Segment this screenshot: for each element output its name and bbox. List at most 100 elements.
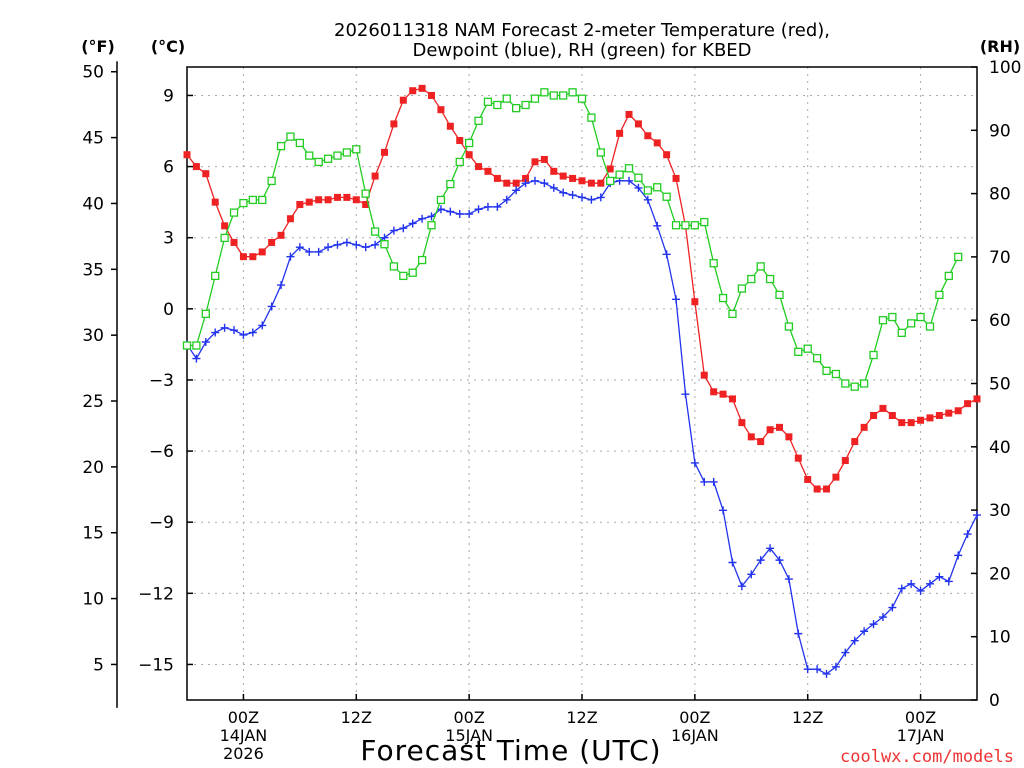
- data-point: [389, 226, 398, 235]
- rh-tick-label: 40: [989, 438, 1011, 458]
- data-point: [456, 136, 464, 144]
- data-point: [925, 322, 935, 331]
- data-point: [643, 186, 652, 195]
- data-point: [183, 151, 191, 159]
- data-point: [672, 295, 681, 304]
- data-point: [521, 100, 530, 110]
- rh-tick-label: 10: [989, 628, 1011, 648]
- data-point: [738, 419, 746, 427]
- data-point: [596, 148, 605, 157]
- data-point: [634, 183, 643, 192]
- data-point: [474, 116, 483, 125]
- data-point: [672, 174, 680, 182]
- data-point: [540, 88, 549, 97]
- data-point: [493, 100, 502, 110]
- data-point: [381, 148, 388, 156]
- data-point: [691, 298, 699, 306]
- data-point: [502, 94, 511, 103]
- fahrenheit-tick-label: 50: [82, 63, 104, 83]
- time-tick-label: 00Z: [453, 708, 484, 727]
- data-point: [850, 382, 859, 391]
- series-line: [187, 91, 959, 388]
- time-tick-date: 15JAN: [445, 726, 493, 745]
- data-point: [794, 454, 802, 462]
- data-point: [775, 556, 784, 565]
- data-point: [944, 271, 953, 281]
- data-point: [578, 193, 586, 202]
- data-point: [643, 195, 652, 204]
- data-point: [935, 412, 943, 420]
- data-point: [230, 326, 239, 335]
- fahrenheit-tick-label: 15: [82, 524, 104, 544]
- data-point: [286, 215, 294, 223]
- series-dewpoint: [183, 176, 981, 678]
- data-point: [916, 312, 925, 322]
- data-point: [709, 477, 718, 486]
- data-point: [700, 477, 709, 486]
- data-point: [455, 209, 464, 218]
- data-point: [428, 91, 436, 99]
- data-point: [597, 179, 605, 187]
- data-point: [221, 222, 229, 230]
- data-point: [803, 665, 812, 674]
- celsius-tick-label: −9: [149, 513, 174, 533]
- data-point: [437, 106, 445, 114]
- data-point: [822, 366, 831, 375]
- time-tick-label: 00Z: [679, 708, 710, 727]
- data-point: [192, 163, 200, 171]
- data-point: [587, 113, 596, 122]
- data-point: [380, 240, 389, 249]
- data-point: [596, 193, 605, 202]
- data-point: [766, 426, 774, 434]
- time-tick-label: 00Z: [905, 708, 936, 727]
- data-point: [728, 309, 737, 319]
- celsius-tick-label: 0: [163, 300, 174, 320]
- rh-tick-label: 30: [989, 501, 1011, 521]
- data-point: [276, 141, 286, 151]
- data-point: [831, 662, 840, 671]
- data-point: [267, 176, 276, 186]
- data-point: [719, 390, 727, 398]
- data-point: [775, 290, 784, 300]
- data-point: [295, 243, 304, 252]
- data-point: [869, 620, 878, 629]
- fahrenheit-tick-label: 5: [93, 655, 104, 675]
- rh-tick-label: 90: [989, 121, 1011, 141]
- data-point: [917, 416, 925, 424]
- rh-tick-label: 20: [989, 564, 1011, 584]
- data-point: [747, 570, 756, 579]
- data-point: [417, 255, 427, 265]
- data-point: [624, 164, 634, 173]
- data-point: [550, 167, 558, 175]
- data-point: [945, 409, 953, 417]
- celsius-tick-label: 6: [163, 158, 174, 178]
- data-point: [776, 423, 783, 431]
- data-point: [634, 173, 643, 182]
- data-point: [681, 221, 690, 230]
- data-point: [530, 94, 540, 103]
- data-point: [464, 138, 474, 148]
- rh-tick-label: 50: [989, 375, 1011, 395]
- data-point: [315, 196, 323, 204]
- celsius-tick-label: 9: [163, 86, 174, 106]
- data-point: [201, 338, 210, 347]
- data-point: [728, 558, 737, 567]
- data-point: [211, 328, 220, 337]
- data-point: [653, 139, 661, 147]
- data-point: [954, 252, 963, 262]
- data-point: [606, 176, 615, 186]
- data-point: [503, 179, 511, 187]
- data-point: [286, 252, 295, 261]
- data-point: [681, 390, 690, 399]
- data-point: [418, 214, 427, 223]
- data-point: [305, 151, 314, 160]
- time-tick-year: 2026: [223, 744, 264, 763]
- fahrenheit-axis: 5 10 15 20 25 30 35 40 45 50: [82, 61, 118, 708]
- data-point: [258, 321, 267, 330]
- data-point: [248, 195, 257, 205]
- data-point: [512, 186, 521, 195]
- data-point: [935, 290, 944, 300]
- data-point: [841, 379, 850, 388]
- rh-axis: 0 10 20 30 40 50 60 70 80 90 100: [971, 58, 1021, 711]
